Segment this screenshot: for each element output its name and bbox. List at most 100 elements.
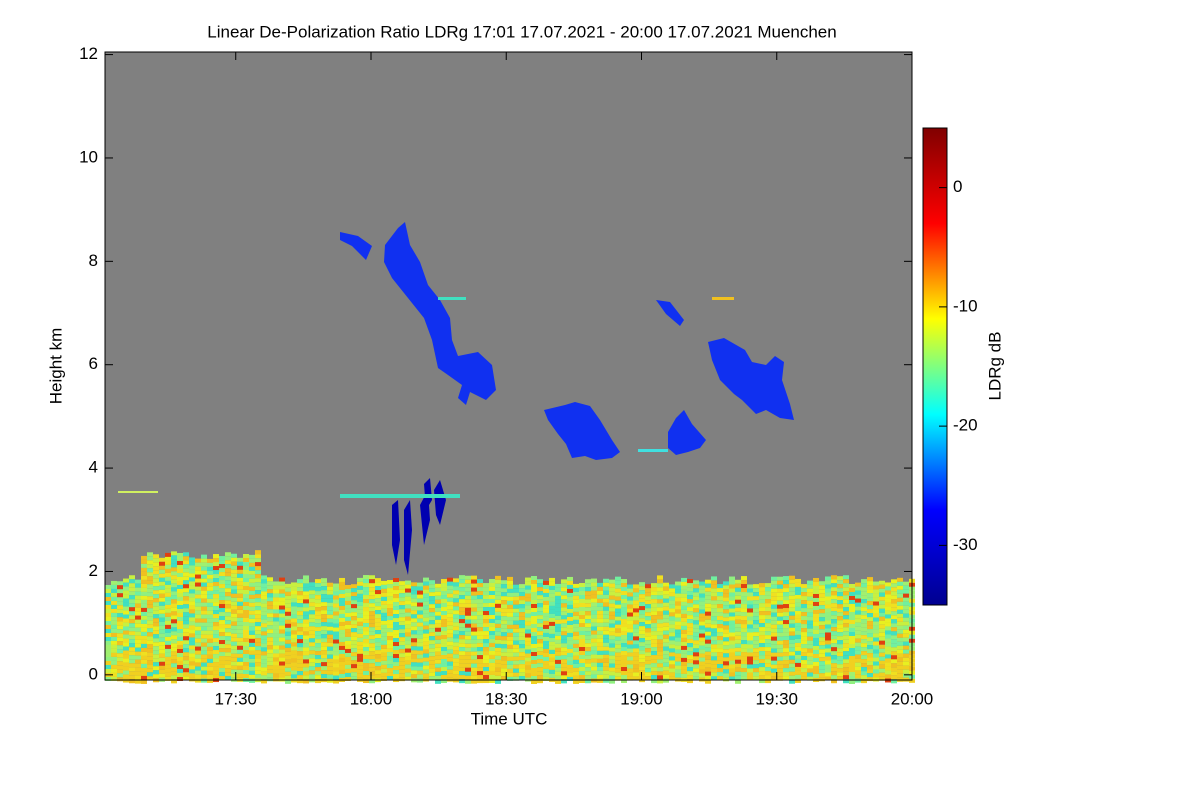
texture-cell <box>669 628 675 633</box>
texture-cell <box>711 632 717 637</box>
texture-cell <box>261 627 267 632</box>
texture-cell <box>213 626 219 631</box>
texture-cell <box>573 607 579 612</box>
texture-cell <box>339 617 345 622</box>
texture-cell <box>351 624 357 629</box>
texture-cell <box>609 639 615 644</box>
texture-cell <box>285 595 291 600</box>
texture-cell <box>249 598 255 603</box>
texture-cell <box>681 661 687 666</box>
texture-cell <box>843 671 849 676</box>
texture-cell <box>351 592 357 597</box>
texture-cell <box>819 653 825 658</box>
texture-cell <box>579 627 585 632</box>
texture-cell <box>537 615 543 620</box>
texture-cell <box>507 632 513 637</box>
texture-cell <box>147 620 153 625</box>
texture-cell <box>261 611 267 616</box>
texture-cell <box>819 609 825 614</box>
texture-cell <box>783 652 789 657</box>
texture-cell <box>177 592 183 597</box>
texture-cell <box>273 625 279 630</box>
texture-cell <box>225 556 231 561</box>
texture-cell <box>687 607 693 612</box>
texture-cell <box>825 636 831 641</box>
texture-cell <box>849 611 855 616</box>
texture-cell <box>483 647 489 652</box>
texture-cell <box>381 632 387 637</box>
texture-cell <box>351 604 357 609</box>
texture-cell <box>459 579 465 584</box>
texture-cell <box>243 606 249 610</box>
texture-cell <box>291 638 297 643</box>
texture-cell <box>405 672 411 677</box>
texture-cell <box>201 650 207 655</box>
texture-cell <box>357 641 363 646</box>
texture-cell <box>855 626 861 631</box>
texture-cell <box>141 663 147 668</box>
texture-cell <box>411 602 417 607</box>
texture-cell <box>855 634 861 639</box>
texture-cell <box>255 582 261 587</box>
texture-cell <box>459 595 465 600</box>
texture-cell <box>525 657 531 662</box>
texture-cell <box>561 591 567 596</box>
texture-cell <box>273 665 279 670</box>
texture-cell <box>249 610 255 615</box>
texture-cell <box>441 679 447 684</box>
texture-cell <box>579 667 585 672</box>
texture-cell <box>849 587 855 592</box>
texture-cell <box>537 651 543 656</box>
texture-cell <box>723 649 729 654</box>
texture-cell <box>327 642 333 647</box>
texture-cell <box>225 648 231 653</box>
texture-cell <box>603 642 609 647</box>
texture-cell <box>375 638 381 643</box>
texture-cell <box>321 598 327 603</box>
texture-cell <box>321 594 327 599</box>
texture-cell <box>513 664 519 669</box>
texture-cell <box>747 640 753 645</box>
texture-cell <box>495 651 501 656</box>
texture-cell <box>171 591 177 596</box>
texture-cell <box>309 606 315 611</box>
plot-frame <box>104 51 913 681</box>
texture-cell <box>405 656 411 661</box>
texture-cell <box>441 659 447 664</box>
texture-cell <box>891 631 897 636</box>
texture-cell <box>771 664 777 669</box>
texture-cell <box>201 554 207 559</box>
texture-cell <box>171 675 177 680</box>
texture-cell <box>327 646 333 651</box>
texture-cell <box>807 652 813 657</box>
texture-cell <box>531 679 537 684</box>
texture-cell <box>465 575 471 580</box>
texture-cell <box>369 595 375 600</box>
texture-cell <box>291 650 297 655</box>
texture-cell <box>555 607 561 612</box>
texture-cell <box>501 584 507 589</box>
texture-cell <box>759 671 765 676</box>
texture-cell <box>669 592 675 597</box>
texture-cell <box>231 557 237 562</box>
texture-cell <box>489 666 495 671</box>
texture-cell <box>621 675 627 680</box>
texture-cell <box>213 646 219 651</box>
texture-cell <box>333 655 339 660</box>
texture-cell <box>435 635 441 640</box>
texture-cell <box>105 612 111 617</box>
texture-cell <box>183 604 189 609</box>
texture-cell <box>243 558 249 562</box>
texture-cell <box>297 599 303 604</box>
texture-cell <box>201 578 207 583</box>
texture-cell <box>627 632 633 637</box>
texture-cell <box>327 602 333 607</box>
texture-cell <box>195 646 201 651</box>
texture-cell <box>129 651 135 656</box>
texture-cell <box>579 599 585 604</box>
texture-cell <box>531 599 537 604</box>
texture-cell <box>297 647 303 652</box>
texture-cell <box>879 588 885 593</box>
texture-cell <box>351 612 357 617</box>
texture-cell <box>159 673 165 678</box>
